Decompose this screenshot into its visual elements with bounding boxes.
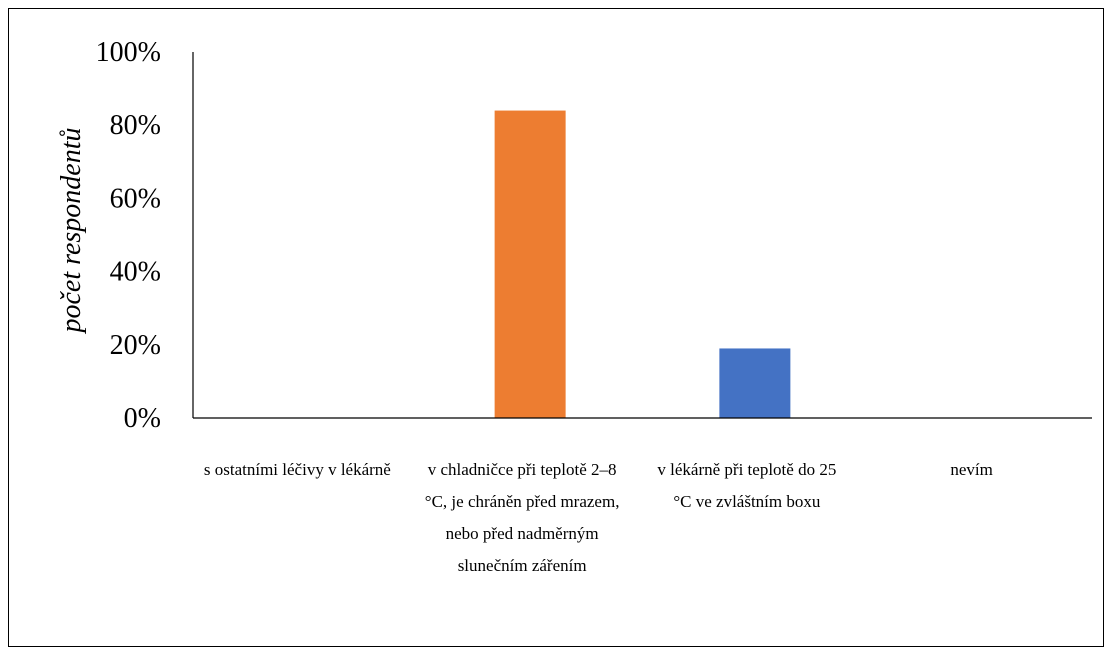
x-category-label: s ostatními léčivy v lékárně (203, 460, 391, 479)
y-axis-ticks: 0% 20% 40% 60% 80% 100% (96, 37, 161, 434)
y-tick-label: 40% (110, 257, 161, 288)
y-tick-label: 0% (124, 403, 161, 434)
x-category-label: v lékárně při teplotě do 25 °C ve zvlášt… (657, 460, 837, 511)
x-category-label: nevím (950, 460, 993, 479)
y-tick-label: 60% (110, 183, 161, 214)
x-category-label: v chladničce při teplotě 2–8 °C, je chrá… (424, 460, 620, 575)
bar (494, 110, 566, 418)
y-tick-label: 80% (110, 110, 161, 141)
y-axis-label: počet respondentů (56, 127, 87, 334)
y-tick-label: 100% (96, 37, 161, 68)
y-tick-label: 20% (110, 330, 161, 361)
bars (494, 110, 791, 418)
bar (719, 348, 791, 418)
